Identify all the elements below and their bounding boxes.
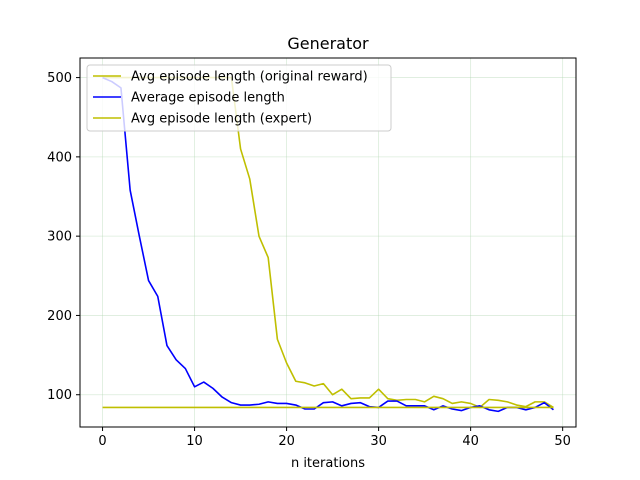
plot-frame (79, 57, 577, 428)
y-axis-ticks: 100 200 300 400 500 (47, 71, 80, 403)
x-tick-label: 0 (98, 434, 106, 449)
x-tick-label: 10 (186, 434, 203, 449)
chart-title: Generator (287, 34, 369, 53)
legend-label: Avg episode length (original reward) (131, 70, 368, 85)
x-tick-label: 20 (278, 434, 295, 449)
y-tick-label: 100 (47, 388, 72, 403)
x-tick-label: 30 (370, 434, 387, 449)
legend-label: Avg episode length (expert) (131, 112, 312, 127)
legend-box (86, 64, 392, 132)
legend-label: Average episode length (131, 91, 285, 106)
average-episode-length-line (102, 76, 554, 413)
x-tick-label: 50 (554, 434, 571, 449)
y-tick-label: 400 (47, 150, 72, 165)
y-tick-label: 200 (47, 309, 72, 324)
x-axis-ticks: 0 10 20 30 40 50 (98, 427, 571, 449)
y-tick-label: 300 (47, 230, 72, 245)
legend: Avg episode length (original reward) Aver… (86, 64, 392, 132)
x-tick-label: 40 (462, 434, 479, 449)
x-axis-label: n iterations (291, 456, 365, 471)
y-tick-label: 500 (47, 71, 72, 86)
